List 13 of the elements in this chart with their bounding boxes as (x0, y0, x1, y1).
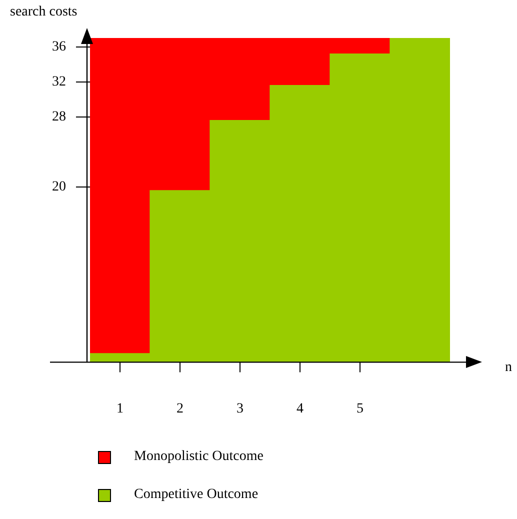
x-tick-label: 5 (356, 401, 364, 416)
x-tick-label: 1 (116, 401, 124, 416)
x-tick-label: 2 (176, 401, 184, 416)
y-tick-label: 32 (52, 74, 66, 90)
y-tick-label: 20 (52, 180, 66, 195)
x-tick-label: 3 (236, 401, 244, 416)
y-tick-label: 36 (52, 39, 66, 54)
legend-label: Competitive Outcome (134, 487, 258, 503)
x-axis-title: n (505, 360, 512, 375)
y-tick-label: 28 (52, 110, 66, 125)
y-axis-title: search costs (10, 4, 78, 20)
legend-label: Monopolistic Outcome (134, 449, 264, 465)
x-tick-label: 4 (296, 401, 304, 416)
